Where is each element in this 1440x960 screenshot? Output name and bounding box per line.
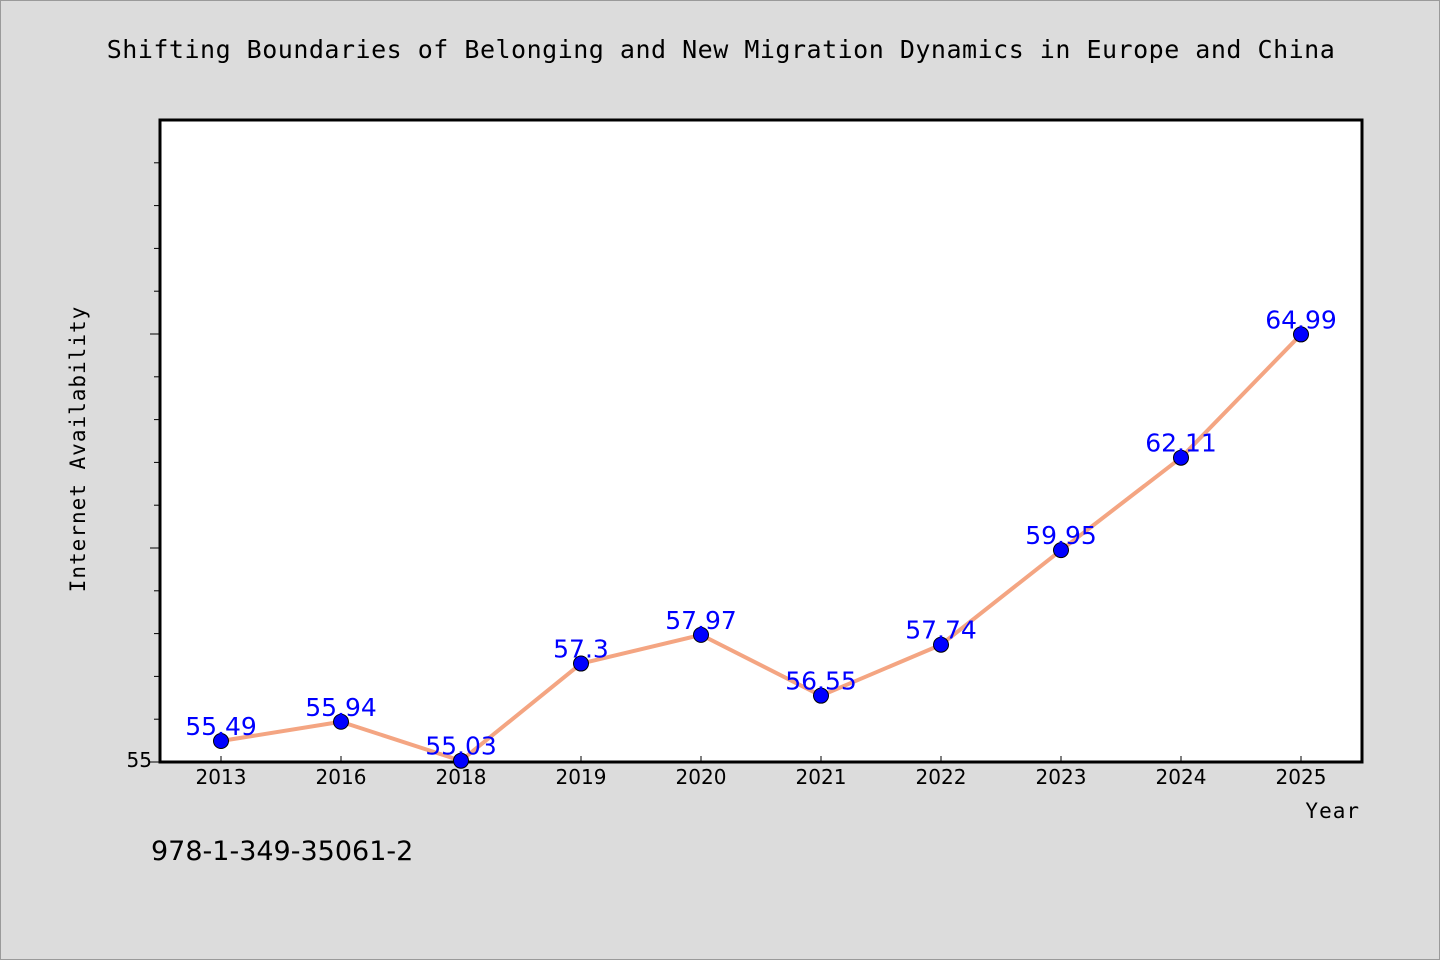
data-label: 56.55 <box>785 667 857 696</box>
data-label: 59.95 <box>1025 521 1097 550</box>
x-axis-title: Year <box>1305 799 1360 823</box>
data-label: 57.74 <box>905 616 977 645</box>
x-tick-label: 2023 <box>1036 765 1087 789</box>
x-tick-label: 2024 <box>1156 765 1207 789</box>
data-point <box>1173 449 1189 466</box>
data-label: 57.97 <box>665 606 737 635</box>
y-tick-label: 55 <box>127 748 152 772</box>
data-point <box>1293 326 1309 343</box>
plot-area <box>158 118 1364 764</box>
x-tick-label: 2021 <box>796 765 847 789</box>
data-label: 55.03 <box>425 732 497 761</box>
y-axis-title: Internet Availability <box>66 306 90 593</box>
x-tick-label: 2016 <box>316 765 367 789</box>
data-label: 64.99 <box>1265 305 1337 334</box>
data-point <box>453 752 469 769</box>
x-tick-label: 2025 <box>1276 765 1327 789</box>
x-axis-ticks: 2013 2016 2018 2019 2020 2021 2022 2023 2024 2025 <box>196 756 1327 789</box>
isbn-label: 978-1-349-35061-2 <box>151 836 414 867</box>
y-axis-ticks: 55 <box>127 162 160 772</box>
data-point <box>333 713 349 730</box>
data-point <box>213 733 229 750</box>
x-tick-label: 2018 <box>436 765 487 789</box>
series-line <box>219 332 1303 763</box>
data-point <box>1053 542 1069 559</box>
data-point <box>573 655 589 672</box>
data-point <box>813 687 829 704</box>
series-layer <box>213 326 1309 769</box>
x-tick-label: 2013 <box>196 765 247 789</box>
chart-title: Shifting Boundaries of Belonging and New… <box>106 35 1336 64</box>
data-label: 57.3 <box>553 635 609 664</box>
data-point <box>933 636 949 653</box>
data-point <box>693 626 709 643</box>
data-label: 62.11 <box>1145 429 1217 458</box>
data-label: 55.94 <box>305 693 377 722</box>
x-tick-label: 2020 <box>676 765 727 789</box>
data-label: 55.49 <box>185 712 257 741</box>
data-label-layer: 55.49 55.94 55.03 57.3 57.97 56.55 57.74 59.95 6… <box>185 305 1337 760</box>
x-tick-label: 2022 <box>916 765 967 789</box>
x-tick-label: 2019 <box>556 765 607 789</box>
